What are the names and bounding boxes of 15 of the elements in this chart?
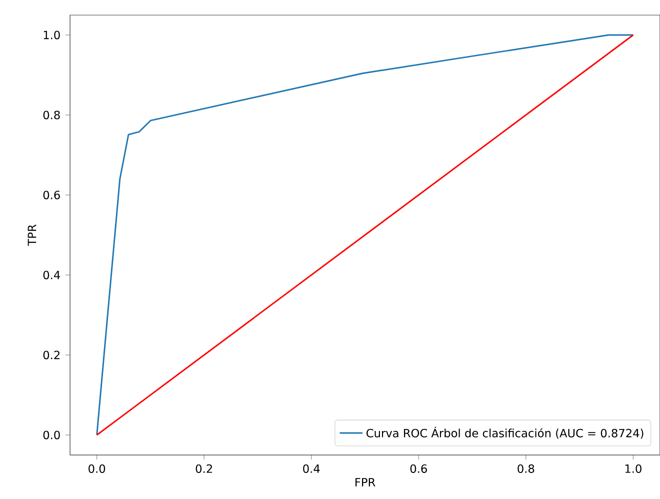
y-tick-label: 0.4 — [43, 270, 60, 280]
x-axis-title: FPR — [355, 478, 376, 486]
y-tick-label: 0.6 — [43, 190, 60, 200]
x-tick-label: 0.8 — [518, 464, 534, 473]
x-tick-label: 0.0 — [88, 464, 106, 473]
x-tick-label: 1.0 — [625, 464, 642, 473]
y-tick-label: 0.2 — [43, 350, 60, 360]
x-tick-label: 0.6 — [410, 464, 427, 473]
x-tick-label: 0.4 — [303, 464, 320, 473]
x-tick-label: 0.2 — [196, 464, 212, 473]
legend-label: Curva ROC Árbol de clasificación (AUC = 0.8724) — [366, 426, 644, 439]
y-tick-label: 1.0 — [44, 30, 60, 40]
y-axis-title: TPR — [28, 224, 36, 246]
y-tick-label: 0.0 — [43, 430, 60, 440]
y-tick-label: 0.8 — [43, 110, 60, 120]
